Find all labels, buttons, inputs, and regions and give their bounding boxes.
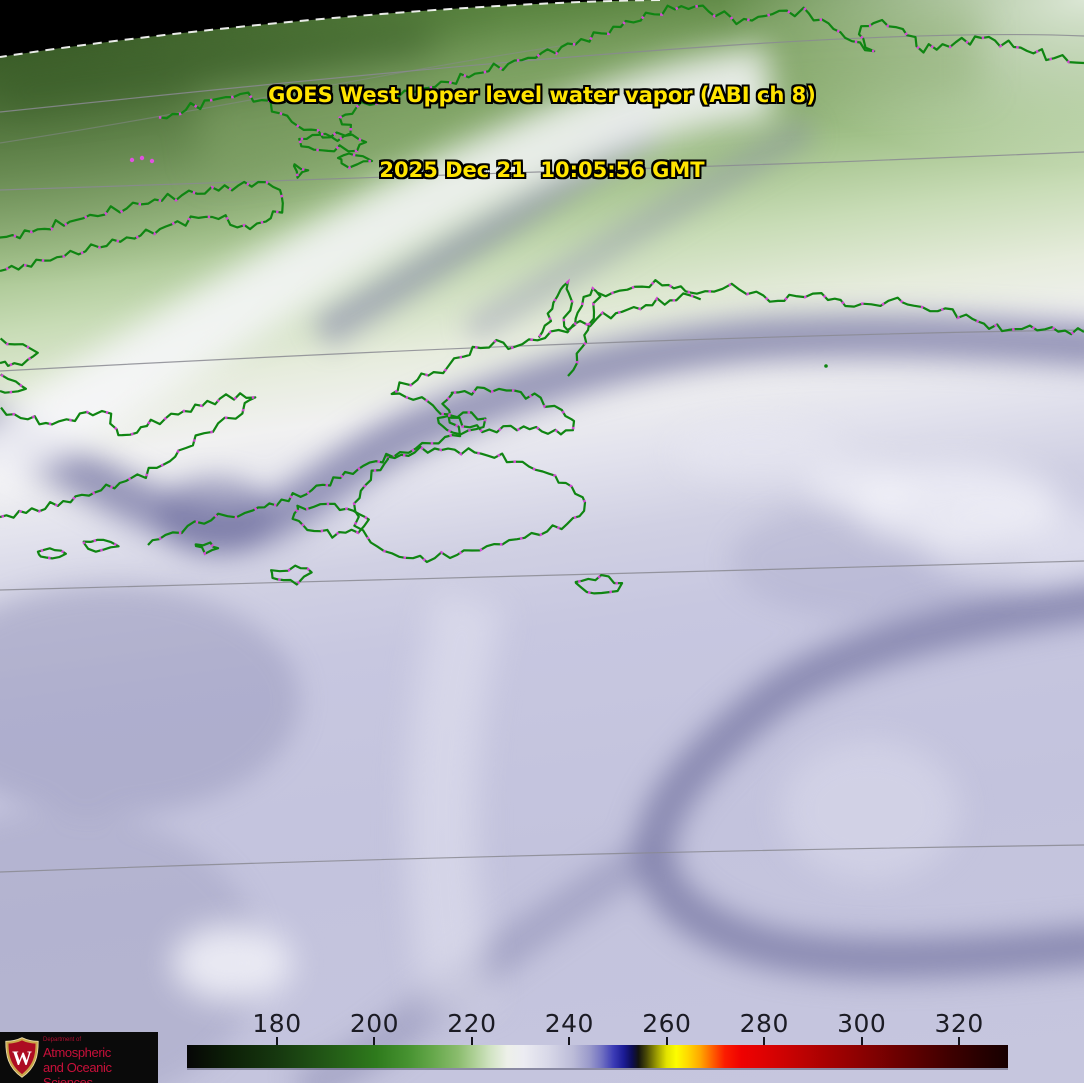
- coastline-path: [291, 502, 370, 539]
- coastline-dot-ticks: [596, 278, 1084, 336]
- coastline-path: [292, 163, 310, 179]
- logo-line-1: Atmospheric: [43, 1045, 111, 1060]
- colorbar-tick-label: 220: [447, 1009, 497, 1038]
- magenta-marker-dot: [149, 158, 155, 164]
- graticule-line: [0, 329, 1084, 372]
- limb-dashed-line: [0, 0, 661, 58]
- image-title: GOES West Upper level water vapor (ABI c…: [0, 33, 1084, 233]
- colorbar-tick-mark: [470, 1037, 473, 1045]
- coastline-path: [194, 541, 220, 555]
- title-line-1: GOES West Upper level water vapor (ABI c…: [268, 83, 816, 107]
- colorbar-tick-mark: [860, 1037, 863, 1045]
- graticule-line: [0, 45, 561, 144]
- green-dry-air-bands: [0, 7, 981, 175]
- colorbar-tick-label: 260: [642, 1009, 692, 1038]
- coastline-dot-ticks: [147, 291, 702, 546]
- coastlines: [0, 4, 1084, 595]
- coastline-path: [0, 392, 257, 519]
- magenta-marker-dot: [129, 157, 135, 163]
- graticule-line: [0, 33, 1084, 113]
- colorbar-tick-mark: [958, 1037, 961, 1045]
- colorbar-tick-mark: [373, 1037, 376, 1045]
- coastline-path: [336, 152, 374, 169]
- graticule-line: [0, 560, 1084, 591]
- coastline-path: [537, 280, 602, 377]
- coastline-dot-ticks: [297, 132, 370, 153]
- colorbar-tick-mark: [568, 1037, 571, 1045]
- station-dots: [129, 155, 828, 368]
- coastline-dot-ticks: [0, 391, 256, 520]
- coastline-dot-ticks: [352, 445, 587, 564]
- coastline-path: [0, 180, 284, 273]
- colorbar-tick-label: 300: [837, 1009, 887, 1038]
- earth-limb: [0, 0, 661, 58]
- space-wedge: [0, 0, 660, 57]
- coastline-path: [270, 564, 313, 586]
- coastline-path: [596, 279, 1084, 336]
- colorbar-gradient: [187, 1045, 1008, 1068]
- coastline-dot-ticks: [440, 385, 576, 437]
- coastline-path: [0, 337, 39, 367]
- coastline-path: [441, 386, 576, 436]
- title-line-2: 2025 Dec 21 10:05:56 GMT: [379, 158, 705, 182]
- uw-crest-icon: W: [5, 1037, 39, 1078]
- aos-logo: W Department of Atmospheric and Oceanic …: [0, 1032, 158, 1083]
- logo-line-2: and Oceanic Sciences: [43, 1060, 112, 1083]
- coastline-path: [36, 547, 67, 560]
- colorbar-tick-label: 240: [544, 1009, 594, 1038]
- colorbar-tick-label: 280: [739, 1009, 789, 1038]
- colorbar-tick-label: 180: [252, 1009, 302, 1038]
- colorbar-tick-mark: [763, 1037, 766, 1045]
- coastline-path: [353, 445, 587, 564]
- coastline-path: [436, 411, 487, 436]
- coastline-path: [574, 574, 624, 595]
- coastline-path: [0, 373, 27, 394]
- magenta-marker-dot: [139, 155, 145, 161]
- logo-dept-line: Department of: [43, 1037, 82, 1043]
- colorbar-tick-label: 200: [349, 1009, 400, 1038]
- coastline-dot-ticks: [158, 4, 1084, 139]
- coastline-path: [82, 538, 120, 553]
- coastline-dot-ticks: [537, 278, 603, 377]
- graticule-line: [0, 844, 1084, 873]
- white-cloud-bands: [0, 46, 1084, 1017]
- colorbar-tick-label: 320: [934, 1009, 984, 1038]
- small-island-dot: [824, 364, 828, 368]
- colorbar-tick-mark: [665, 1037, 668, 1045]
- colorbar-tick-mark: [276, 1037, 278, 1045]
- crest-letter: W: [12, 1048, 32, 1070]
